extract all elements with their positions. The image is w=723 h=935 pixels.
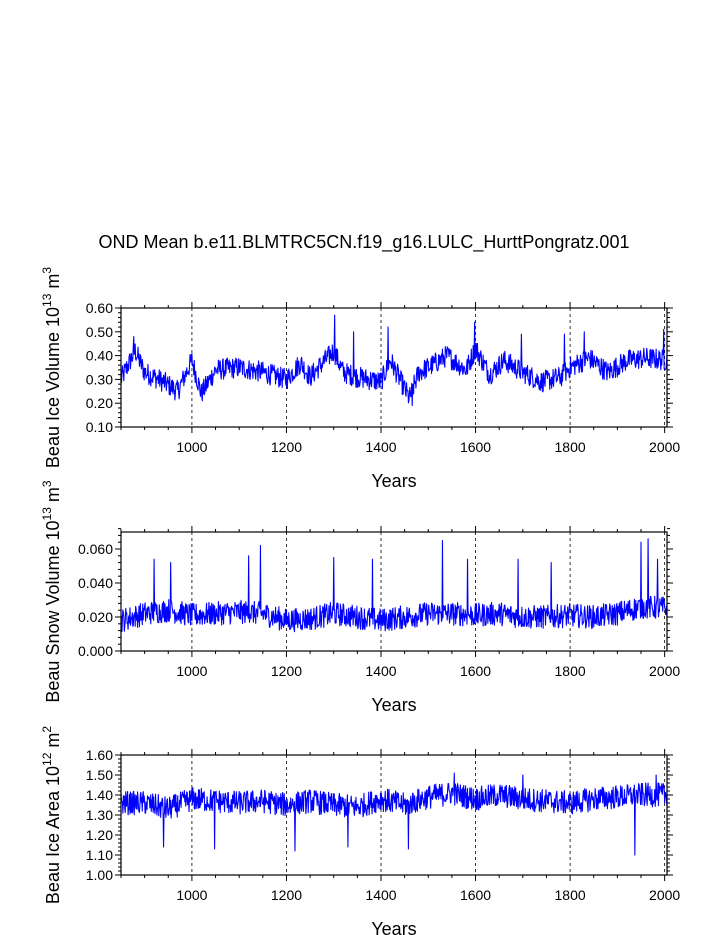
- y-tick-label: 1.40: [86, 787, 113, 803]
- x-tick-label: 1600: [460, 439, 491, 455]
- panel-3: 1000 1200 1400 1600 1800 2000 1.00 1.10 1.20 1.30…: [40, 726, 680, 935]
- y-tick-label: 0.40: [86, 348, 113, 364]
- y-tick-label: 1.20: [86, 827, 113, 843]
- plot-frame: [120, 531, 668, 652]
- y-tick-label: 1.10: [86, 847, 113, 863]
- x-tick-label: 1000: [176, 887, 207, 903]
- y-tick-label: 0.060: [78, 541, 113, 557]
- x-tick-label: 1400: [365, 887, 396, 903]
- y-tick-label: 1.00: [86, 867, 113, 883]
- x-tick-label: 2000: [649, 439, 680, 455]
- x-tick-label: 2000: [649, 663, 680, 679]
- x-tick-label: 1600: [460, 663, 491, 679]
- y-axis-title: Beau Snow Volume 1013 m3: [40, 480, 63, 703]
- x-tick-label: 2000: [649, 887, 680, 903]
- x-tick-label: 1800: [555, 663, 586, 679]
- y-tick-label: 1.60: [86, 747, 113, 763]
- x-axis-title: Years: [371, 919, 416, 935]
- plot-frame: [120, 754, 668, 876]
- x-tick-label: 1600: [460, 887, 491, 903]
- x-tick-label: 1000: [176, 663, 207, 679]
- y-tick-label: 0.50: [86, 324, 113, 340]
- y-axis-title: Beau Ice Area 1012 m2: [40, 726, 63, 904]
- x-tick-label: 1000: [176, 439, 207, 455]
- series-line-beau-ice-area: [120, 772, 668, 856]
- y-tick-label: 0.60: [86, 300, 113, 316]
- y-tick-label: 0.30: [86, 371, 113, 387]
- plot-frame: [120, 307, 668, 428]
- x-tick-label: 1800: [555, 439, 586, 455]
- x-axis-title: Years: [371, 471, 416, 491]
- x-tick-label: 1200: [271, 439, 302, 455]
- y-tick-label: 0.10: [86, 419, 113, 435]
- y-tick-label: 1.50: [86, 767, 113, 783]
- y-tick-label: 1.30: [86, 807, 113, 823]
- x-tick-label: 1200: [271, 663, 302, 679]
- y-axis-title: Beau Ice Volume 1013 m3: [40, 267, 63, 468]
- x-tick-label: 1400: [365, 663, 396, 679]
- panel-1: 1000 1200 1400 1600 1800 2000 0.10 0.20 0.30 0.40…: [40, 267, 680, 491]
- series-line-beau-ice-volume: [120, 314, 668, 407]
- x-tick-label: 1800: [555, 887, 586, 903]
- x-tick-label: 1200: [271, 887, 302, 903]
- series-line-beau-snow-volume: [120, 538, 668, 633]
- x-tick-label: 1400: [365, 439, 396, 455]
- y-tick-label: 0.20: [86, 395, 113, 411]
- y-tick-label: 0.020: [78, 609, 113, 625]
- panel-2: 1000 1200 1400 1600 1800 2000 0.000 0.020 0.040 0…: [40, 480, 680, 715]
- chart-title: OND Mean b.e11.BLMTRC5CN.f19_g16.LULC_Hu…: [99, 232, 630, 253]
- x-axis-title: Years: [371, 695, 416, 715]
- y-tick-label: 0.000: [78, 643, 113, 659]
- y-tick-label: 0.040: [78, 575, 113, 591]
